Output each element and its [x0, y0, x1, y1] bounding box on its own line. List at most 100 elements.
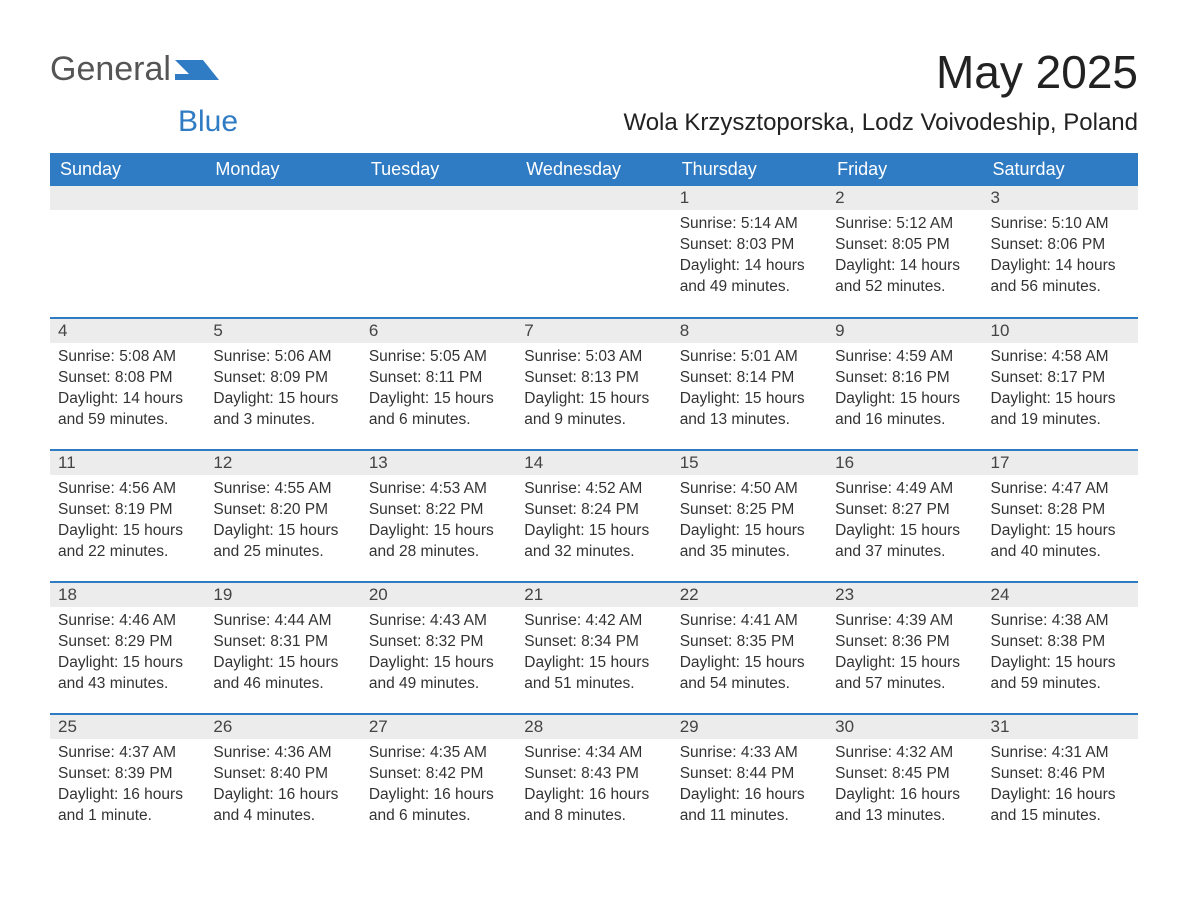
sunset-line: Sunset: 8:27 PM	[835, 500, 974, 521]
calendar-cell: 10Sunrise: 4:58 AMSunset: 8:17 PMDayligh…	[983, 318, 1138, 450]
day-number: 6	[361, 319, 516, 343]
sunset-time: 8:17 PM	[1047, 369, 1105, 386]
day-number: 17	[983, 451, 1138, 475]
daylight-line: Daylight: 15 hours and 16 minutes.	[835, 389, 974, 431]
calendar-cell: 12Sunrise: 4:55 AMSunset: 8:20 PMDayligh…	[205, 450, 360, 582]
day-body: Sunrise: 4:49 AMSunset: 8:27 PMDaylight:…	[827, 475, 982, 569]
calendar-cell: 11Sunrise: 4:56 AMSunset: 8:19 PMDayligh…	[50, 450, 205, 582]
sunset-line: Sunset: 8:22 PM	[369, 500, 508, 521]
sunrise-time: 4:36 AM	[275, 744, 332, 761]
sunrise-label: Sunrise:	[524, 480, 581, 497]
sunset-line: Sunset: 8:09 PM	[213, 368, 352, 389]
calendar-cell: 19Sunrise: 4:44 AMSunset: 8:31 PMDayligh…	[205, 582, 360, 714]
day-body: Sunrise: 4:50 AMSunset: 8:25 PMDaylight:…	[672, 475, 827, 569]
daylight-line: Daylight: 15 hours and 37 minutes.	[835, 521, 974, 563]
daylight-line: Daylight: 15 hours and 22 minutes.	[58, 521, 197, 563]
day-number: 2	[827, 186, 982, 210]
sunrise-line: Sunrise: 5:08 AM	[58, 347, 197, 368]
sunset-line: Sunset: 8:36 PM	[835, 632, 974, 653]
daylight-line: Daylight: 15 hours and 13 minutes.	[680, 389, 819, 431]
day-number: 1	[672, 186, 827, 210]
daylight-label: Daylight:	[213, 522, 273, 539]
sunrise-line: Sunrise: 4:47 AM	[991, 479, 1130, 500]
day-body: Sunrise: 4:42 AMSunset: 8:34 PMDaylight:…	[516, 607, 671, 701]
calendar-cell: 28Sunrise: 4:34 AMSunset: 8:43 PMDayligh…	[516, 714, 671, 846]
calendar-cell	[361, 186, 516, 318]
sunset-label: Sunset:	[369, 633, 422, 650]
sunrise-label: Sunrise:	[991, 348, 1048, 365]
sunrise-time: 4:49 AM	[896, 480, 953, 497]
sunrise-time: 4:41 AM	[741, 612, 798, 629]
daylight-label: Daylight:	[991, 786, 1051, 803]
sunset-line: Sunset: 8:13 PM	[524, 368, 663, 389]
sunrise-label: Sunrise:	[369, 744, 426, 761]
empty-day-bar	[50, 186, 205, 210]
day-number: 15	[672, 451, 827, 475]
sunset-time: 8:20 PM	[270, 501, 328, 518]
day-body: Sunrise: 4:34 AMSunset: 8:43 PMDaylight:…	[516, 739, 671, 833]
sunset-line: Sunset: 8:03 PM	[680, 235, 819, 256]
daylight-line: Daylight: 15 hours and 51 minutes.	[524, 653, 663, 695]
calendar-cell	[205, 186, 360, 318]
day-body: Sunrise: 4:33 AMSunset: 8:44 PMDaylight:…	[672, 739, 827, 833]
sunrise-time: 4:58 AM	[1052, 348, 1109, 365]
calendar-cell: 16Sunrise: 4:49 AMSunset: 8:27 PMDayligh…	[827, 450, 982, 582]
daylight-line: Daylight: 15 hours and 3 minutes.	[213, 389, 352, 431]
sunset-line: Sunset: 8:40 PM	[213, 764, 352, 785]
title-block: May 2025 Wola Krzysztoporska, Lodz Voivo…	[623, 30, 1138, 149]
sunset-label: Sunset:	[58, 501, 111, 518]
day-number: 30	[827, 715, 982, 739]
empty-day-bar	[361, 186, 516, 210]
sunset-line: Sunset: 8:11 PM	[369, 368, 508, 389]
sunrise-line: Sunrise: 4:32 AM	[835, 743, 974, 764]
day-number: 13	[361, 451, 516, 475]
sunset-time: 8:27 PM	[892, 501, 950, 518]
calendar-cell: 14Sunrise: 4:52 AMSunset: 8:24 PMDayligh…	[516, 450, 671, 582]
day-body: Sunrise: 4:43 AMSunset: 8:32 PMDaylight:…	[361, 607, 516, 701]
sunrise-label: Sunrise:	[58, 480, 115, 497]
sunrise-line: Sunrise: 4:41 AM	[680, 611, 819, 632]
logo-text-blue: Blue	[178, 105, 238, 138]
calendar-cell: 2Sunrise: 5:12 AMSunset: 8:05 PMDaylight…	[827, 186, 982, 318]
day-body: Sunrise: 4:37 AMSunset: 8:39 PMDaylight:…	[50, 739, 205, 833]
day-body: Sunrise: 4:38 AMSunset: 8:38 PMDaylight:…	[983, 607, 1138, 701]
day-number: 26	[205, 715, 360, 739]
sunset-line: Sunset: 8:32 PM	[369, 632, 508, 653]
sunrise-line: Sunrise: 4:46 AM	[58, 611, 197, 632]
calendar-table: Sunday Monday Tuesday Wednesday Thursday…	[50, 153, 1138, 846]
sunset-line: Sunset: 8:28 PM	[991, 500, 1130, 521]
sunrise-label: Sunrise:	[835, 215, 892, 232]
daylight-label: Daylight:	[991, 257, 1051, 274]
sunset-label: Sunset:	[369, 501, 422, 518]
daylight-label: Daylight:	[58, 654, 118, 671]
day-body: Sunrise: 4:46 AMSunset: 8:29 PMDaylight:…	[50, 607, 205, 701]
sunrise-time: 4:59 AM	[896, 348, 953, 365]
sunrise-label: Sunrise:	[58, 348, 115, 365]
calendar-cell: 24Sunrise: 4:38 AMSunset: 8:38 PMDayligh…	[983, 582, 1138, 714]
day-number: 4	[50, 319, 205, 343]
daylight-label: Daylight:	[835, 522, 895, 539]
calendar-cell: 20Sunrise: 4:43 AMSunset: 8:32 PMDayligh…	[361, 582, 516, 714]
calendar-cell: 31Sunrise: 4:31 AMSunset: 8:46 PMDayligh…	[983, 714, 1138, 846]
daylight-line: Daylight: 14 hours and 59 minutes.	[58, 389, 197, 431]
sunrise-line: Sunrise: 4:31 AM	[991, 743, 1130, 764]
sunset-label: Sunset:	[991, 501, 1044, 518]
sunrise-time: 4:33 AM	[741, 744, 798, 761]
day-body: Sunrise: 4:47 AMSunset: 8:28 PMDaylight:…	[983, 475, 1138, 569]
sunset-label: Sunset:	[680, 765, 733, 782]
sunrise-label: Sunrise:	[524, 348, 581, 365]
logo-flag-icon	[175, 50, 219, 89]
day-number: 24	[983, 583, 1138, 607]
sunset-time: 8:16 PM	[892, 369, 950, 386]
sunrise-line: Sunrise: 4:56 AM	[58, 479, 197, 500]
daylight-label: Daylight:	[680, 522, 740, 539]
sunset-line: Sunset: 8:46 PM	[991, 764, 1130, 785]
daylight-label: Daylight:	[524, 522, 584, 539]
daylight-label: Daylight:	[213, 654, 273, 671]
daylight-label: Daylight:	[835, 654, 895, 671]
sunset-label: Sunset:	[524, 369, 577, 386]
sunrise-label: Sunrise:	[524, 744, 581, 761]
sunrise-time: 5:06 AM	[275, 348, 332, 365]
calendar-page: General May 2025 Wola Krzysztoporska, Lo…	[0, 0, 1188, 886]
daylight-label: Daylight:	[991, 654, 1051, 671]
